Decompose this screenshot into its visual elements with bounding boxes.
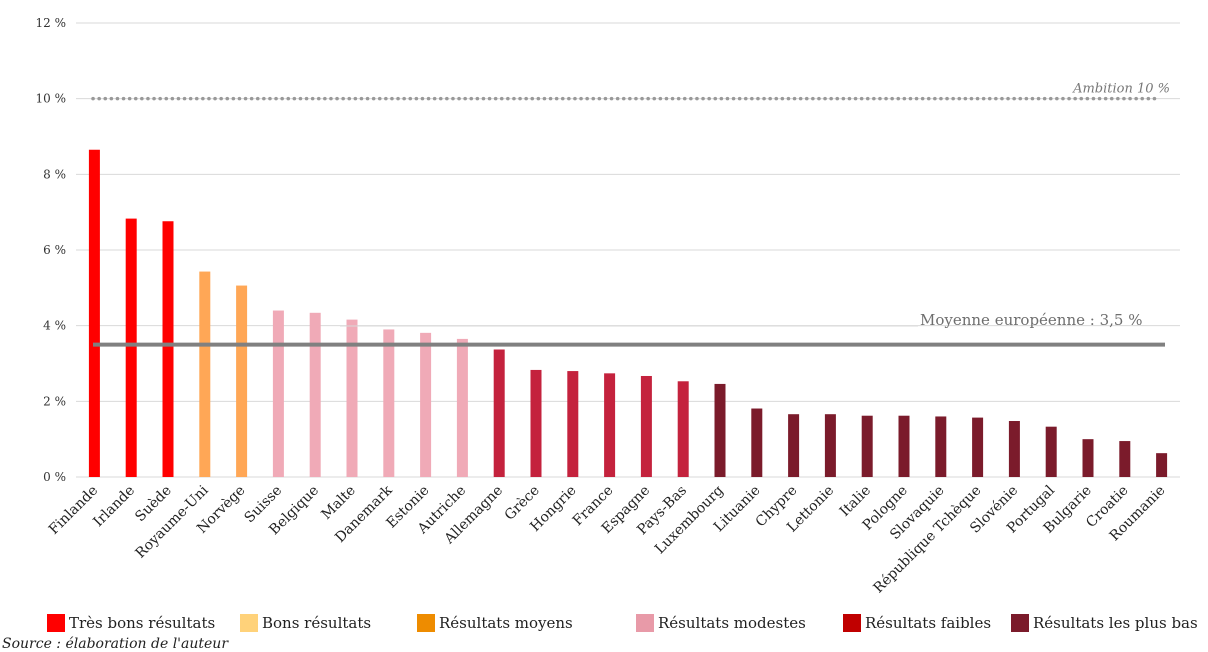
legend-item: Résultats moyens (417, 614, 573, 632)
bar (456, 338, 468, 477)
y-tick-label: 10 % (36, 92, 67, 106)
bar (88, 149, 100, 477)
bar (604, 373, 616, 477)
y-tick-label: 8 % (43, 167, 66, 181)
x-axis-labels: FinlandeIrlandeSuèdeRoyaume-UniNorvègeSu… (46, 482, 1169, 596)
bars (88, 149, 1168, 477)
bar (346, 319, 358, 477)
legend-item: Très bons résultats (47, 614, 215, 632)
bar (125, 218, 137, 477)
legend-swatch (240, 614, 258, 632)
bar (677, 381, 689, 477)
bar (530, 369, 542, 477)
bar (935, 416, 947, 477)
bar (199, 271, 211, 477)
bar (236, 285, 248, 477)
bar (1156, 453, 1168, 477)
legend-swatch (47, 614, 65, 632)
legend-label: Très bons résultats (69, 614, 216, 632)
legend: Très bons résultats Bons résultats Résulta… (47, 614, 1207, 636)
legend-item: Résultats faibles (843, 614, 991, 632)
y-axis-ticks: 0 % 2 % 4 % 6 % 8 % 10 % 12 % (36, 16, 67, 484)
legend-label: Résultats modestes (658, 614, 806, 632)
bar (1008, 421, 1020, 477)
bar (1045, 426, 1057, 477)
y-tick-label: 4 % (43, 319, 66, 333)
x-tick-label: Finlande (46, 483, 101, 538)
legend-label: Résultats les plus bas (1033, 614, 1198, 632)
legend-item: Résultats modestes (636, 614, 806, 632)
bar (714, 383, 726, 477)
bar (420, 332, 432, 477)
bar (824, 414, 836, 477)
legend-label: Résultats faibles (865, 614, 992, 632)
bar (383, 329, 395, 477)
european-average-label: Moyenne européenne : 3,5 % (920, 311, 1142, 329)
bar (1119, 441, 1131, 477)
legend-swatch (1011, 614, 1029, 632)
legend-swatch (417, 614, 435, 632)
y-tick-label: 12 % (36, 16, 67, 30)
y-tick-label: 2 % (43, 394, 66, 408)
y-tick-label: 0 % (43, 470, 66, 484)
bar (1082, 439, 1094, 477)
source-note: Source : élaboration de l'auteur (2, 636, 229, 652)
legend-label: Bons résultats (262, 614, 372, 632)
legend-swatch (636, 614, 654, 632)
reference-lines: Ambition 10 % Moyenne européenne : 3,5 % (91, 82, 1170, 347)
bar-chart: 0 % 2 % 4 % 6 % 8 % 10 % 12 % Ambition 10 % Moy… (36, 16, 1180, 596)
bar (309, 312, 321, 477)
bar (272, 310, 284, 477)
y-tick-label: 6 % (43, 243, 66, 257)
bar (861, 415, 873, 477)
legend-item: Résultats les plus bas (1011, 614, 1198, 632)
bar (493, 349, 505, 477)
bar (567, 371, 579, 477)
legend-item: Bons résultats (240, 614, 371, 632)
bar (972, 417, 984, 477)
x-tick-label: Irlande (90, 483, 138, 531)
bar (162, 221, 174, 477)
ambition-label: Ambition 10 % (1072, 82, 1170, 97)
legend-label: Résultats moyens (439, 614, 573, 632)
bar (751, 408, 763, 477)
bar (640, 375, 652, 477)
bar (898, 415, 910, 477)
bar (788, 414, 800, 477)
legend-swatch (843, 614, 861, 632)
